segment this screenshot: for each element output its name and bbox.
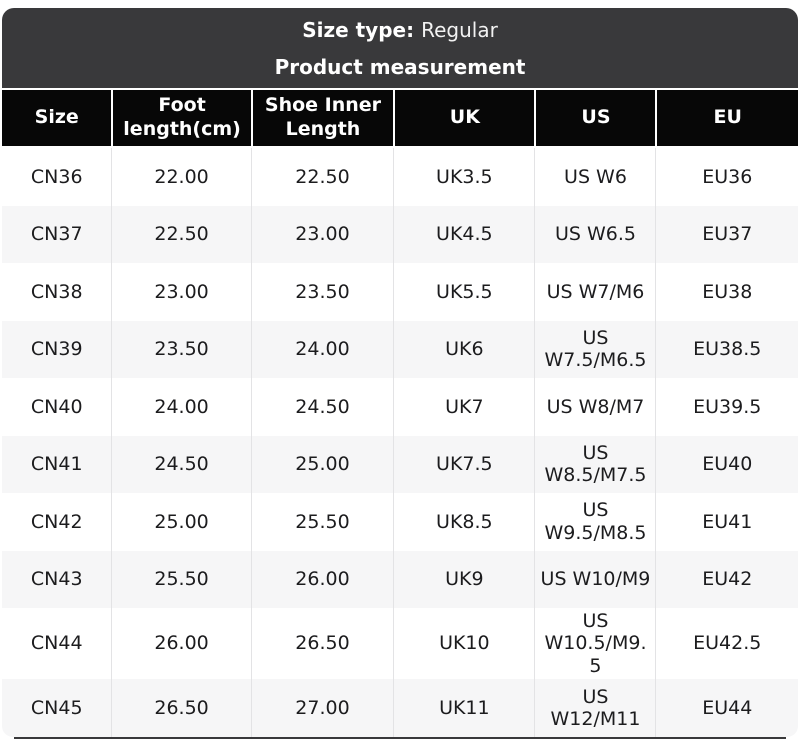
cell-eu: EU38.5: [655, 321, 798, 379]
cell-foot-length: 23.00: [111, 263, 250, 321]
cell-shoe-inner-length: 26.50: [251, 608, 393, 679]
cell-shoe-inner-length: 26.00: [251, 551, 393, 609]
cell-size: CN39: [2, 321, 111, 379]
cell-size: CN37: [2, 206, 111, 264]
cell-shoe-inner-length: 22.50: [251, 148, 393, 206]
cell-uk: UK10: [393, 608, 534, 679]
cell-size: CN42: [2, 493, 111, 551]
cell-eu: EU41: [655, 493, 798, 551]
column-header-uk: UK: [393, 88, 534, 148]
cell-uk: UK8.5: [393, 493, 534, 551]
cell-us: US W8/M7: [534, 378, 655, 436]
cell-uk: UK11: [393, 679, 534, 737]
cell-foot-length: 25.50: [111, 551, 250, 609]
size-table-header: Size Foot length(cm) Shoe Inner Length U…: [2, 88, 798, 148]
cell-us: US W7/M6: [534, 263, 655, 321]
cell-shoe-inner-length: 25.00: [251, 436, 393, 494]
cell-uk: UK9: [393, 551, 534, 609]
cell-us: US W9.5/M8.5: [534, 493, 655, 551]
cell-us: US W12/M11: [534, 679, 655, 737]
size-chart-banner: Size type: Regular Product measurement: [2, 8, 798, 88]
cell-size: CN43: [2, 551, 111, 609]
cell-eu: EU38: [655, 263, 798, 321]
cell-foot-length: 24.00: [111, 378, 250, 436]
cell-size: CN44: [2, 608, 111, 679]
cell-foot-length: 26.50: [111, 679, 250, 737]
size-chart-card: Size type: Regular Product measurement Si…: [2, 8, 798, 725]
size-type-line: Size type: Regular: [302, 20, 498, 40]
cell-shoe-inner-length: 24.50: [251, 378, 393, 436]
cell-us: US W6: [534, 148, 655, 206]
cell-eu: EU37: [655, 206, 798, 264]
cell-us: US W8.5/M7.5: [534, 436, 655, 494]
cell-us: US W10.5/M9.5: [534, 608, 655, 679]
column-header-foot-length: Foot length(cm): [111, 88, 250, 148]
cell-eu: EU42.5: [655, 608, 798, 679]
cell-uk: UK7: [393, 378, 534, 436]
cell-us: US W10/M9: [534, 551, 655, 609]
cell-eu: EU39.5: [655, 378, 798, 436]
cell-shoe-inner-length: 24.00: [251, 321, 393, 379]
cell-foot-length: 22.00: [111, 148, 250, 206]
column-header-size: Size: [2, 88, 111, 148]
cell-uk: UK3.5: [393, 148, 534, 206]
header-row: Size Foot length(cm) Shoe Inner Length U…: [2, 88, 798, 148]
cell-uk: UK4.5: [393, 206, 534, 264]
size-table: Size Foot length(cm) Shoe Inner Length U…: [2, 88, 798, 737]
cell-size: CN41: [2, 436, 111, 494]
cell-uk: UK5.5: [393, 263, 534, 321]
cell-size: CN38: [2, 263, 111, 321]
cell-shoe-inner-length: 25.50: [251, 493, 393, 551]
cell-eu: EU36: [655, 148, 798, 206]
cell-shoe-inner-length: 23.50: [251, 263, 393, 321]
size-type-label: Size type:: [302, 18, 414, 42]
cell-foot-length: 22.50: [111, 206, 250, 264]
cell-size: CN36: [2, 148, 111, 206]
card-bottom-edge: [14, 737, 786, 739]
cell-us: US W6.5: [534, 206, 655, 264]
product-measurement-title: Product measurement: [275, 57, 526, 77]
cell-shoe-inner-length: 27.00: [251, 679, 393, 737]
cell-foot-length: 23.50: [111, 321, 250, 379]
size-type-value: Regular: [421, 18, 498, 42]
cell-size: CN40: [2, 378, 111, 436]
cell-eu: EU40: [655, 436, 798, 494]
column-header-eu: EU: [655, 88, 798, 148]
cell-us: US W7.5/M6.5: [534, 321, 655, 379]
cell-eu: EU42: [655, 551, 798, 609]
cell-uk: UK6: [393, 321, 534, 379]
column-header-us: US: [534, 88, 655, 148]
cell-uk: UK7.5: [393, 436, 534, 494]
column-header-shoe-inner-length: Shoe Inner Length: [251, 88, 393, 148]
cell-shoe-inner-length: 23.00: [251, 206, 393, 264]
cell-foot-length: 25.00: [111, 493, 250, 551]
cell-foot-length: 26.00: [111, 608, 250, 679]
cell-foot-length: 24.50: [111, 436, 250, 494]
cell-size: CN45: [2, 679, 111, 737]
cell-eu: EU44: [655, 679, 798, 737]
